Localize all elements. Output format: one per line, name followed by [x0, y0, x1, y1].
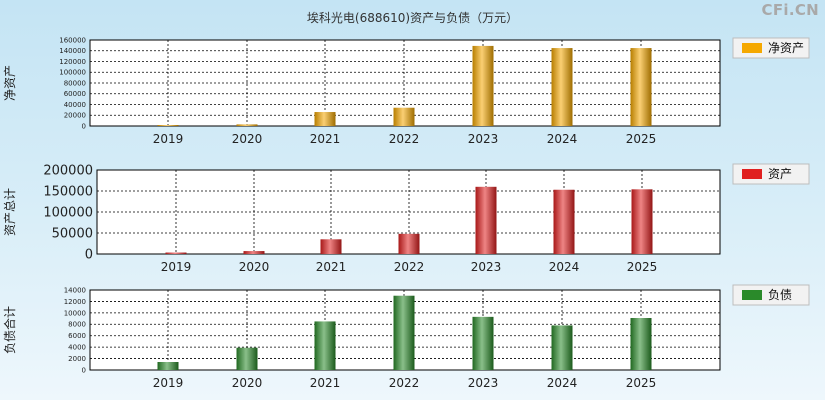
legend: 资产: [732, 163, 810, 185]
x-tick-label: 2024: [547, 376, 578, 390]
chart-panel-1: 0 20000 40000 60000 80000 100000 120000 140000 1…: [3, 36, 810, 146]
x-tick-label: 2021: [310, 376, 341, 390]
bar-2021: [320, 239, 342, 254]
y-tick-label: 0: [82, 366, 86, 374]
x-tick-label: 2023: [471, 260, 502, 274]
bar-2025: [630, 48, 652, 126]
y-axis-label: 资产总计: [3, 188, 17, 236]
x-tick-label: 2020: [239, 260, 270, 274]
y-axis-label: 净资产: [3, 65, 17, 101]
x-tick-label: 2020: [232, 132, 263, 146]
y-tick-label: 20000: [64, 112, 86, 120]
y-tick-label: 80000: [64, 79, 86, 87]
y-tick-label: 12000: [64, 298, 86, 306]
legend-label: 净资产: [768, 41, 804, 55]
y-tick-label: 50000: [52, 227, 93, 242]
bar-2022: [398, 233, 420, 254]
bar-2023: [472, 316, 494, 370]
bar-2024: [551, 48, 573, 126]
y-tick-label: 6000: [68, 332, 86, 340]
y-tick-label: 10000: [64, 309, 86, 317]
x-tick-label: 2019: [153, 132, 184, 146]
x-tick-label: 2020: [232, 376, 263, 390]
bar-2022: [393, 295, 415, 370]
x-tick-label: 2019: [161, 260, 192, 274]
bar-2023: [475, 186, 497, 254]
y-tick-label: 2000: [68, 355, 86, 363]
bar-2025: [630, 318, 652, 370]
y-tick-label: 0: [82, 122, 86, 130]
legend: 净资产: [732, 37, 810, 59]
bar-2024: [553, 189, 575, 254]
bar-2020: [236, 124, 258, 126]
chart-panel-3: 0 2000 4000 6000 8000 10000 12000 14000 2019 2020…: [2, 284, 810, 390]
x-tick-label: 2025: [627, 260, 658, 274]
legend-swatch: [742, 290, 762, 300]
x-tick-label: 2022: [389, 132, 420, 146]
y-axis-label: 负债合计: [2, 306, 17, 354]
chart-title: 埃科光电(688610)资产与负债（万元）: [306, 11, 519, 25]
bar-2019: [157, 362, 179, 370]
bar-2019: [157, 125, 179, 126]
y-tick-label: 160000: [59, 36, 86, 44]
x-tick-label: 2025: [626, 376, 657, 390]
y-tick-label: 140000: [59, 47, 86, 55]
x-tick-label: 2023: [468, 132, 499, 146]
x-tick-label: 2019: [153, 376, 184, 390]
y-tick-label: 120000: [59, 58, 86, 66]
y-tick-label: 200000: [43, 164, 93, 179]
legend-label: 资产: [768, 167, 792, 181]
bar-2021: [314, 112, 336, 126]
bar-2022: [393, 107, 415, 126]
legend-swatch: [742, 169, 762, 179]
x-tick-label: 2022: [389, 376, 420, 390]
x-tick-label: 2021: [310, 132, 341, 146]
x-tick-label: 2025: [626, 132, 657, 146]
y-tick-label: 14000: [64, 286, 86, 294]
watermark-logo: CFi.CN: [761, 1, 819, 19]
x-tick-label: 2024: [549, 260, 580, 274]
bar-2024: [551, 325, 573, 370]
y-tick-label: 40000: [64, 101, 86, 109]
bar-2020: [236, 347, 258, 370]
y-tick-label: 150000: [43, 185, 93, 200]
y-tick-label: 4000: [68, 344, 86, 352]
y-tick-label: 100000: [43, 206, 93, 221]
x-tick-label: 2021: [316, 260, 347, 274]
y-tick-label: 60000: [64, 90, 86, 98]
bar-2023: [472, 45, 494, 126]
legend: 负债: [732, 284, 810, 306]
x-tick-label: 2023: [468, 376, 499, 390]
legend-label: 负债: [768, 288, 792, 302]
bar-2019: [165, 252, 187, 254]
y-tick-label: 100000: [59, 69, 86, 77]
bar-2025: [631, 189, 653, 254]
legend-swatch: [742, 43, 762, 53]
y-tick-label: 0: [85, 248, 93, 263]
y-tick-label: 8000: [68, 321, 86, 329]
bar-2021: [314, 321, 336, 370]
chart-panel-2: 0 50000 100000 150000 200000 2019 2020 2021 2022…: [3, 163, 810, 274]
bar-2020: [243, 251, 265, 254]
x-tick-label: 2022: [394, 260, 425, 274]
x-tick-label: 2024: [547, 132, 578, 146]
